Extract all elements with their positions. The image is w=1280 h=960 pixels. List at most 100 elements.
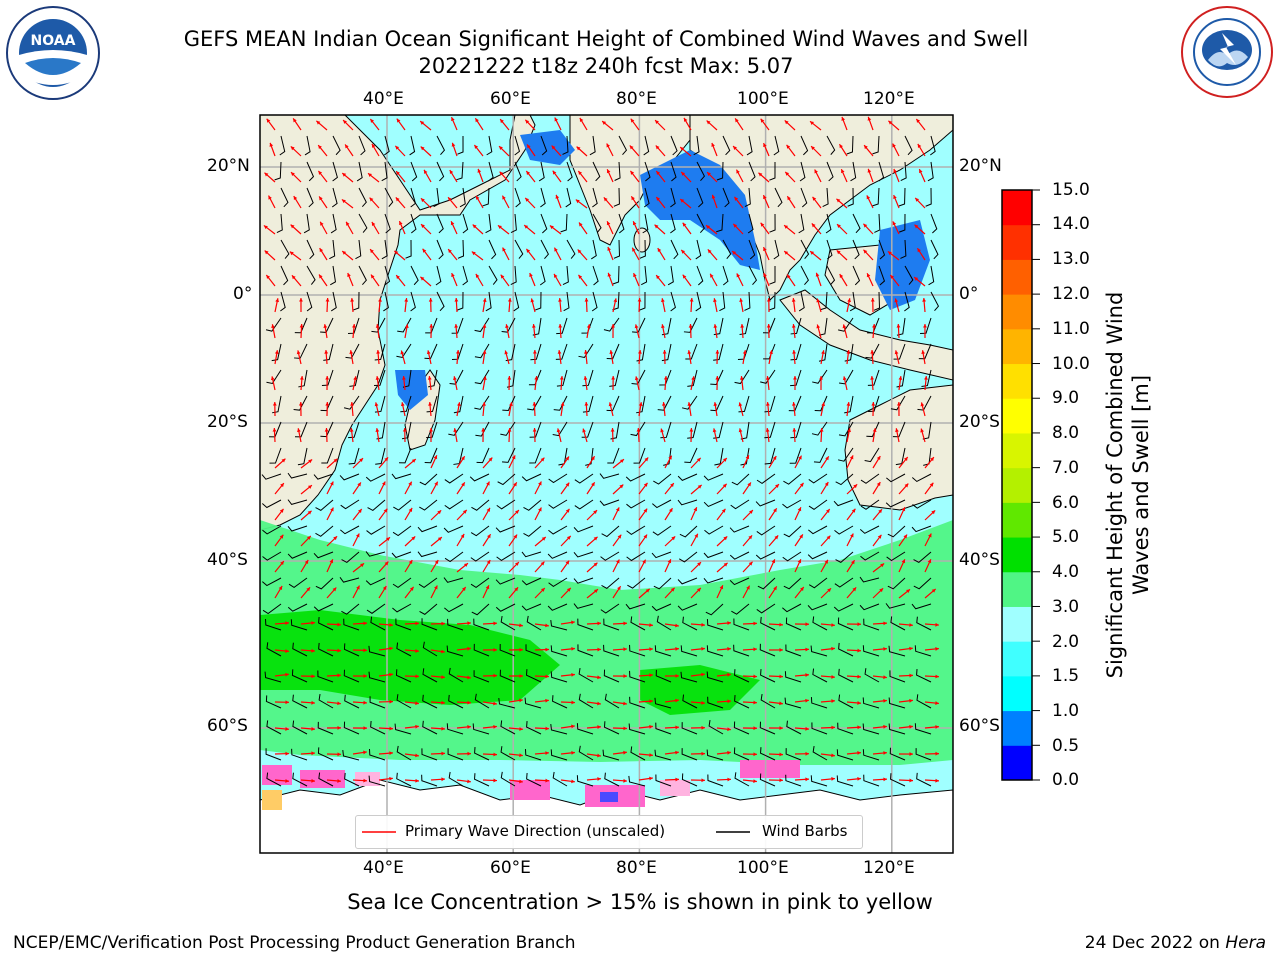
wave-arrow-head xyxy=(565,456,569,461)
wave-arrow-head xyxy=(451,117,455,122)
wave-arrow-head xyxy=(883,647,887,651)
wave-arrow-head xyxy=(689,428,694,432)
wind-barb xyxy=(731,603,750,615)
wind-barb xyxy=(685,343,698,360)
wave-arrow-head xyxy=(467,675,471,680)
wave-arrow-head xyxy=(888,120,893,125)
machine-name: Hera xyxy=(1225,933,1266,953)
wave-arrow-head xyxy=(475,273,480,278)
wind-barb xyxy=(852,265,861,286)
wave-arrow-head xyxy=(876,482,881,487)
wind-barb xyxy=(321,369,334,386)
zone-java-sea xyxy=(875,220,930,310)
wind-barb xyxy=(677,603,698,611)
wave-arrow-head xyxy=(727,699,731,704)
wind-barb xyxy=(330,213,337,234)
wave-arrow-head xyxy=(831,646,835,651)
wave-arrow-head xyxy=(883,751,887,755)
wind-barb xyxy=(471,603,490,616)
wind-barb xyxy=(760,369,776,384)
wind-barb xyxy=(630,421,646,437)
wind-barb xyxy=(317,747,334,761)
wind-barb xyxy=(262,603,282,615)
lon-label-bottom-60e: 60°E xyxy=(490,858,531,878)
wind-barb xyxy=(366,525,386,535)
wind-barb xyxy=(740,447,750,466)
wave-arrow-head xyxy=(323,324,328,328)
wave-arrow-head xyxy=(656,196,661,201)
wind-barb xyxy=(654,645,672,657)
wave-arrow-head xyxy=(739,298,744,303)
wind-barb xyxy=(410,161,418,182)
wind-barb xyxy=(473,643,490,657)
wind-barb xyxy=(436,213,444,234)
wind-barb xyxy=(261,473,282,480)
wind-barb xyxy=(485,213,492,234)
wind-barb xyxy=(600,551,620,561)
wind-barb xyxy=(374,369,386,387)
wave-arrow-head xyxy=(370,249,374,254)
wave-arrow-head xyxy=(663,376,668,380)
wave-arrow-head xyxy=(493,778,497,783)
wind-barb xyxy=(800,135,809,156)
wave-arrow-head xyxy=(280,561,284,566)
wind-barb xyxy=(679,525,698,538)
wave-arrow-head xyxy=(847,428,851,433)
wind-barb xyxy=(550,620,568,631)
wave-arrow-head xyxy=(633,273,637,278)
wave-arrow-head xyxy=(266,274,271,279)
wave-arrow-head xyxy=(909,698,913,703)
wave-arrow-head xyxy=(904,457,908,461)
wind-barb xyxy=(764,395,776,413)
wind-barb xyxy=(436,161,445,182)
wave-arrow-head xyxy=(800,587,804,591)
wave-arrow-head xyxy=(591,482,595,487)
wave-arrow-head xyxy=(779,752,783,757)
wind-barb xyxy=(514,135,521,156)
wave-arrow-head xyxy=(707,249,712,254)
wave-arrow-head xyxy=(895,428,899,433)
wind-barb xyxy=(529,447,542,464)
wave-arrow-head xyxy=(507,428,512,432)
wave-arrow-head xyxy=(853,484,858,489)
wind-barb xyxy=(904,291,910,312)
wave-arrow-head xyxy=(461,482,465,487)
wave-arrow-head xyxy=(299,324,304,328)
wave-arrow-head xyxy=(805,647,809,652)
wave-arrow-head xyxy=(811,146,815,150)
wave-arrow-head xyxy=(290,224,295,229)
wave-arrow-head xyxy=(454,298,459,302)
wind-barb xyxy=(835,551,854,563)
wind-barb xyxy=(760,747,776,761)
wave-arrow-head xyxy=(748,561,753,566)
wind-barb xyxy=(488,265,498,285)
wind-barb xyxy=(330,265,337,286)
wind-barb xyxy=(384,135,390,156)
wind-barb xyxy=(682,694,698,709)
cb-tick-12: 10.0 xyxy=(1052,354,1090,374)
wave-arrow-head xyxy=(482,402,486,406)
wave-arrow-head xyxy=(429,324,434,328)
wind-barb xyxy=(547,551,568,559)
wave-arrow-head xyxy=(324,350,329,354)
wave-arrow-head xyxy=(500,119,504,124)
wave-arrow-head xyxy=(566,587,571,592)
wind-barb xyxy=(654,697,672,709)
wind-barb xyxy=(262,577,282,587)
wave-arrow-head xyxy=(538,481,542,486)
wind-barb xyxy=(927,161,934,182)
wave-arrow-head xyxy=(727,750,731,755)
wave-arrow-head xyxy=(935,701,939,705)
wind-barb xyxy=(453,395,464,414)
colorbar-segment xyxy=(1002,571,1032,607)
wind-barb xyxy=(287,525,308,532)
wind-barb xyxy=(485,291,492,312)
wave-arrow-head xyxy=(668,455,672,460)
wave-arrow-head xyxy=(655,120,659,124)
wind-barb xyxy=(590,239,597,260)
wave-arrow-head xyxy=(527,144,531,149)
wind-barb xyxy=(323,343,334,361)
colorbar-label: Significant Height of Combined Wind Wave… xyxy=(1103,291,1153,679)
wave-arrow-head xyxy=(649,699,653,704)
wave-arrow-head xyxy=(297,428,301,433)
